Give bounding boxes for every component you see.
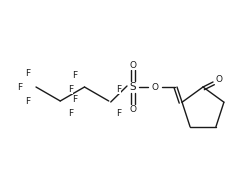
Text: F: F [72,95,77,103]
Text: F: F [68,108,72,117]
Text: O: O [215,74,222,83]
Text: F: F [25,69,30,78]
Text: O: O [151,83,158,91]
Text: F: F [25,96,30,105]
Text: F: F [116,84,121,93]
Text: F: F [17,83,22,91]
Text: O: O [129,61,136,69]
Text: F: F [72,71,77,79]
Text: S: S [129,82,136,92]
Text: F: F [68,84,72,93]
Text: F: F [116,108,121,117]
Text: O: O [129,105,136,113]
